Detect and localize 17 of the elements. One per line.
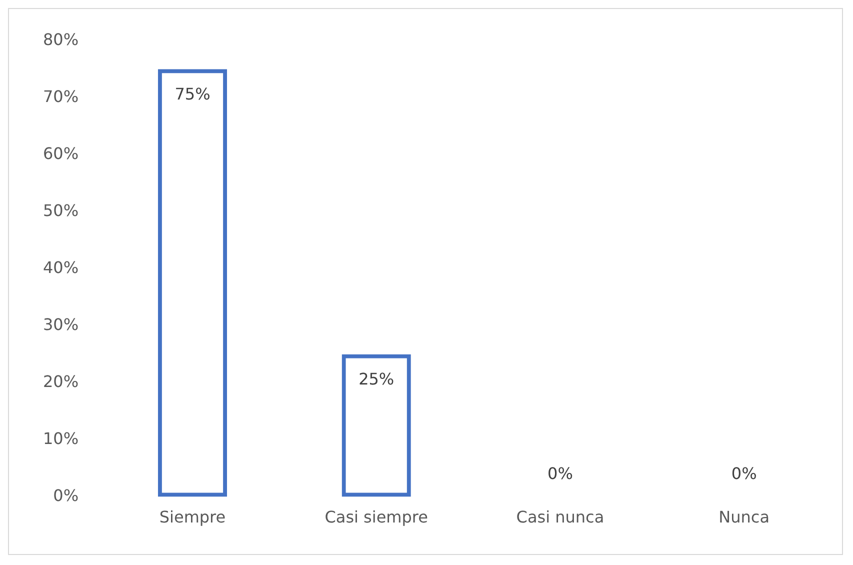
data-label: 0% — [731, 464, 757, 483]
y-tick-label: 50% — [43, 200, 79, 220]
y-tick-label: 70% — [43, 86, 79, 106]
y-tick-label: 40% — [43, 258, 79, 277]
y-tick-label: 0% — [53, 486, 79, 505]
data-label: 75% — [174, 84, 210, 104]
y-tick-label: 30% — [43, 314, 79, 334]
y-tick-label: 80% — [43, 30, 79, 49]
y-tick-label: 10% — [43, 428, 79, 448]
x-tick-label: Nunca — [718, 508, 770, 527]
x-tick-label: Siempre — [159, 508, 226, 527]
x-tick-label: Casi siempre — [324, 508, 428, 527]
data-label: 0% — [548, 464, 573, 483]
y-tick-label: 20% — [43, 372, 79, 391]
x-tick-label: Casi nunca — [516, 508, 604, 527]
data-label: 25% — [358, 369, 394, 388]
y-tick-label: 60% — [43, 144, 79, 163]
